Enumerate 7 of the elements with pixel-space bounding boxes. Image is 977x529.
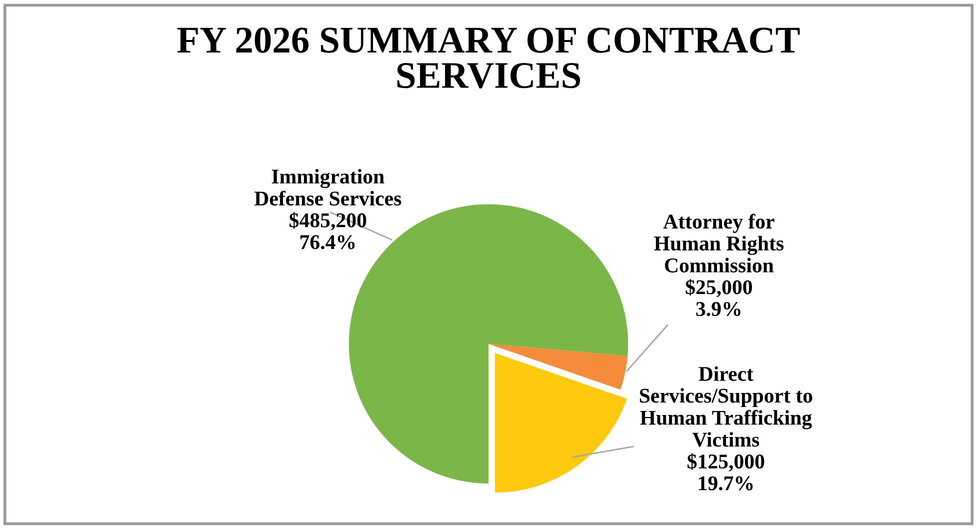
slice-label: Immigration Defense Services <box>254 168 402 206</box>
data-label: $25,000 3.9% <box>686 278 752 316</box>
slice-label: Direct Services/Support to Human Trafficking Victims <box>640 366 812 447</box>
data-label: $125,000 19.7% <box>688 453 764 490</box>
slice-label: Attorney for Human Rights Commission <box>654 214 784 272</box>
chart-title: FY 2026 SUMMARY OF CONTRACT SERVICES <box>177 28 800 88</box>
data-label: $485,200 76.4% <box>290 212 366 250</box>
